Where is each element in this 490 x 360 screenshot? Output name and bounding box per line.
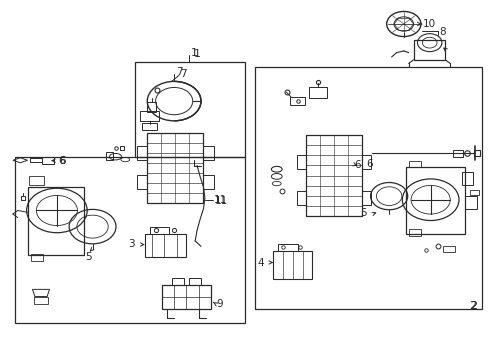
Text: 8: 8 bbox=[439, 27, 445, 37]
Bar bbox=[147, 102, 156, 112]
Bar bbox=[406, 167, 465, 234]
Text: 6: 6 bbox=[366, 159, 373, 169]
Bar bbox=[30, 158, 42, 162]
Bar bbox=[306, 135, 362, 216]
Text: 11: 11 bbox=[214, 195, 227, 206]
Text: 3: 3 bbox=[128, 239, 135, 249]
Bar bbox=[203, 175, 214, 189]
Bar bbox=[143, 123, 157, 130]
Text: 6: 6 bbox=[58, 156, 65, 166]
Text: 5: 5 bbox=[361, 208, 367, 219]
Bar bbox=[42, 157, 54, 163]
Text: 9: 9 bbox=[217, 300, 223, 310]
Text: 5: 5 bbox=[85, 252, 91, 262]
Bar bbox=[414, 40, 445, 60]
Bar bbox=[362, 155, 371, 169]
Text: 6: 6 bbox=[354, 159, 361, 170]
Text: 10: 10 bbox=[422, 19, 436, 29]
Text: 7: 7 bbox=[176, 67, 183, 77]
Text: 11: 11 bbox=[215, 196, 228, 206]
Bar bbox=[106, 152, 113, 160]
Bar bbox=[297, 191, 306, 205]
Text: 2: 2 bbox=[469, 301, 476, 311]
Bar bbox=[290, 97, 305, 105]
Bar bbox=[137, 146, 147, 160]
Bar bbox=[162, 285, 211, 309]
Bar bbox=[15, 157, 245, 323]
Bar bbox=[203, 146, 214, 160]
Bar bbox=[278, 244, 298, 251]
Bar bbox=[137, 175, 147, 189]
Bar bbox=[465, 196, 477, 209]
Text: 4: 4 bbox=[257, 258, 264, 268]
Bar bbox=[470, 190, 479, 195]
Bar bbox=[34, 297, 48, 304]
Text: 7: 7 bbox=[180, 69, 187, 79]
Text: 6: 6 bbox=[59, 156, 66, 166]
Text: 1: 1 bbox=[191, 48, 198, 58]
Bar bbox=[172, 278, 184, 285]
Bar bbox=[140, 111, 159, 121]
Bar bbox=[147, 134, 203, 203]
Text: 2: 2 bbox=[470, 301, 477, 311]
Bar bbox=[255, 67, 482, 309]
Bar bbox=[297, 155, 306, 169]
Bar bbox=[443, 246, 455, 252]
Bar bbox=[273, 251, 313, 279]
Bar bbox=[362, 191, 371, 205]
Bar bbox=[462, 172, 473, 185]
Bar bbox=[150, 226, 169, 234]
Bar bbox=[189, 278, 201, 285]
Bar bbox=[409, 161, 421, 167]
Bar bbox=[409, 229, 421, 235]
Bar bbox=[29, 176, 44, 185]
Bar bbox=[27, 187, 84, 255]
Bar bbox=[309, 87, 327, 98]
Bar bbox=[31, 254, 43, 261]
Bar bbox=[135, 62, 245, 157]
Text: 1: 1 bbox=[194, 49, 201, 59]
Bar bbox=[453, 149, 464, 157]
Bar bbox=[145, 234, 186, 257]
